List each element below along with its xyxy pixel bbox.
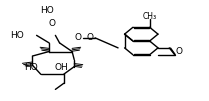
Text: CH₃: CH₃ [143,12,157,22]
Text: O: O [75,33,82,42]
Text: OH: OH [55,63,69,72]
Text: HO: HO [24,63,38,72]
Text: HO: HO [10,31,24,40]
Text: O: O [48,19,55,28]
Text: HO: HO [40,6,54,15]
Text: O: O [87,33,94,42]
Text: O: O [175,47,182,56]
